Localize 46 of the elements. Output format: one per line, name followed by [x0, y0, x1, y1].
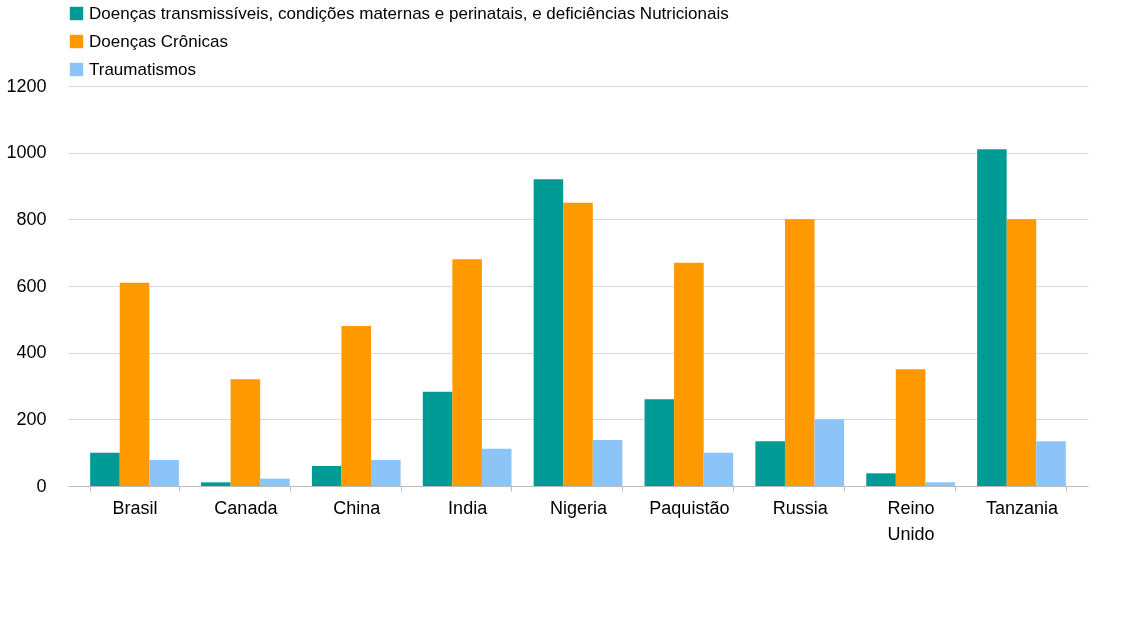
x-tick-label: Tanzania	[985, 497, 1059, 518]
bar	[866, 473, 896, 486]
y-tick-label: 200	[16, 408, 47, 429]
y-tick-label: 400	[16, 342, 47, 363]
bar	[311, 466, 342, 486]
bar	[533, 179, 564, 486]
bar	[592, 440, 623, 486]
x-tick-label: Canada	[214, 497, 279, 518]
x-tick-label: Russia	[772, 497, 829, 518]
y-tick-label: 0	[36, 475, 47, 496]
bar	[977, 149, 1007, 486]
x-tick-label: India	[448, 497, 489, 518]
bar	[644, 399, 675, 486]
bar	[784, 219, 815, 486]
x-tick-label: Brasil	[112, 497, 158, 518]
bar	[755, 441, 785, 486]
legend-label: Doenças transmissíveis, condições maternas e perinatais, e deficiências Nutricionais	[89, 3, 729, 23]
bar	[925, 482, 955, 486]
bar	[230, 379, 261, 486]
y-tick-label: 600	[16, 275, 47, 296]
bar	[674, 262, 704, 486]
bar	[481, 448, 512, 486]
bar	[90, 452, 120, 486]
bar	[452, 259, 482, 486]
bar	[422, 391, 453, 486]
bar	[703, 452, 734, 486]
bar	[1036, 441, 1066, 486]
bar	[563, 202, 593, 486]
bar	[260, 478, 290, 486]
bar	[371, 460, 401, 486]
y-tick-label: 800	[16, 208, 47, 229]
bar	[1006, 219, 1037, 486]
x-tick-label: Reino Unido	[887, 497, 935, 544]
x-tick-label: Nigeria	[549, 497, 608, 518]
bar	[149, 460, 179, 486]
x-tick-label: China	[333, 497, 382, 518]
bar	[341, 326, 372, 486]
y-tick-label: 1200	[6, 75, 47, 96]
x-tick-label: Paquistão	[649, 497, 730, 518]
legend-label: Doenças Crônicas	[89, 31, 228, 51]
legend-label: Traumatismos	[89, 59, 197, 79]
bar	[814, 419, 845, 486]
bar	[119, 282, 150, 486]
y-tick-label: 1000	[6, 142, 47, 163]
bar	[895, 369, 926, 486]
bar	[201, 482, 231, 486]
